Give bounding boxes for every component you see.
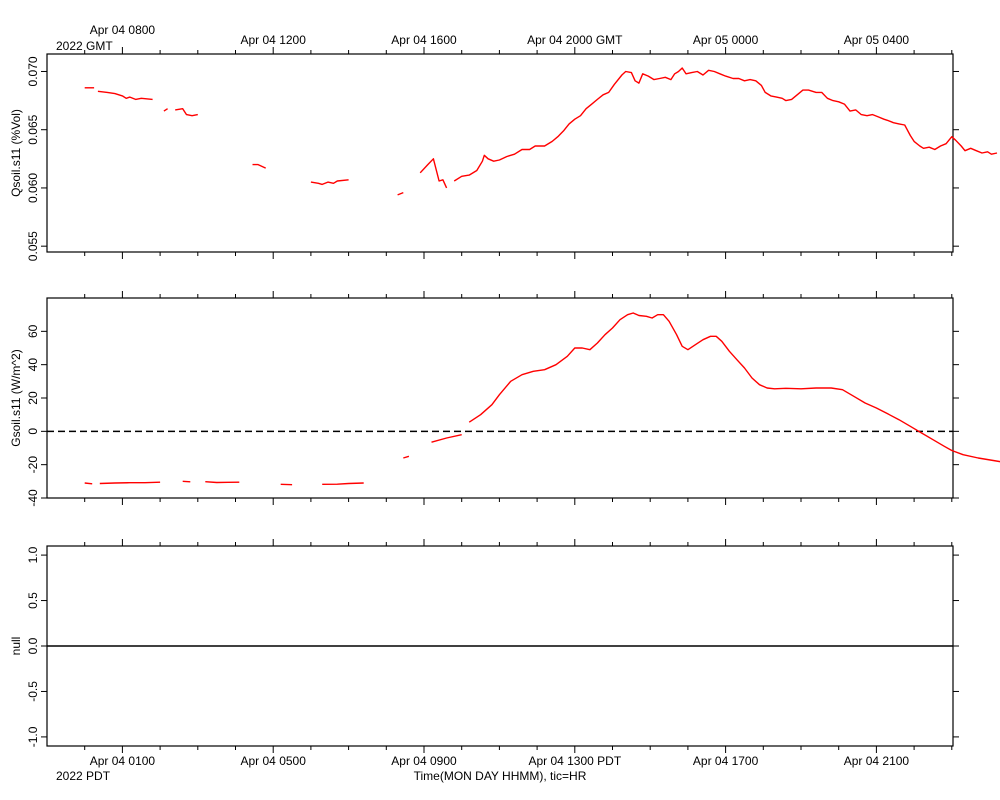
series-line-segment — [182, 480, 191, 483]
y-tick-label: 40 — [26, 358, 40, 372]
top-tick-label: Apr 04 1200 — [241, 33, 307, 47]
series-line-segment — [84, 482, 93, 485]
series-line-segment — [205, 481, 240, 484]
y-tick-label: 20 — [26, 391, 40, 405]
series-line-segment — [163, 108, 168, 112]
y-tick-label: -40 — [26, 489, 40, 507]
y-tick-label: 0.065 — [26, 114, 40, 144]
bottom-tick-label: Apr 04 2100 — [844, 754, 910, 768]
series-line-segment — [322, 482, 364, 485]
bottom-year-label: 2022 PDT — [56, 769, 111, 783]
series-line-segment — [175, 108, 198, 117]
y-tick-label: 1.0 — [26, 546, 40, 563]
series-line-segment — [97, 90, 153, 101]
y-tick-label: 60 — [26, 324, 40, 338]
y-tick-label: 0.5 — [26, 592, 40, 609]
panel-qsoil: 0.055 0.060 0.065 0.070 Qsoil.s11 (%Vol) — [9, 47, 998, 261]
plot-frame — [46, 53, 954, 253]
top-time-axis: Apr 04 0800 Apr 04 1200 Apr 04 1600 Apr 04 … — [56, 23, 909, 53]
y-axis-label: Gsoil.s11 (W/m^2) — [9, 349, 23, 446]
top-tick-label: Apr 05 0400 — [844, 33, 910, 47]
series-line-segment — [310, 179, 349, 186]
y-axis-label: null — [9, 637, 23, 656]
series-line-segment — [419, 158, 448, 189]
series-line-segment — [397, 191, 404, 196]
series-line-segment — [252, 163, 266, 169]
top-tick-label: Apr 04 1600 — [391, 33, 457, 47]
plot-frame — [46, 297, 954, 499]
series-line-segment — [431, 434, 462, 443]
y-tick-label: -1.0 — [26, 726, 40, 747]
bottom-tick-label: Apr 04 1300 PDT — [528, 754, 621, 768]
y-tick-label: 0.055 — [26, 231, 40, 261]
series-line-segment — [468, 312, 1000, 463]
series-line-segment — [99, 481, 161, 485]
bottom-tick-label: Apr 04 0100 — [90, 754, 156, 768]
series-line-segment — [403, 455, 410, 459]
y-axis-label: Qsoil.s11 (%Vol) — [9, 109, 23, 197]
top-tick-label: Apr 04 2000 GMT — [527, 33, 623, 47]
series-line-segment — [453, 67, 998, 182]
x-axis-label: Time(MON DAY HHMM), tic=HR — [414, 769, 587, 783]
top-tick-label: Apr 04 0800 — [90, 23, 156, 37]
y-tick-label: 0.0 — [26, 637, 40, 654]
top-year-label: 2022 GMT — [56, 39, 113, 53]
y-tick-label: -0.5 — [26, 681, 40, 702]
bottom-tick-label: Apr 04 0500 — [241, 754, 307, 768]
y-tick-label: 0.060 — [26, 173, 40, 203]
bottom-time-axis: Apr 04 0100 Apr 04 0500 Apr 04 0900 Apr 04 … — [56, 754, 909, 783]
y-tick-label: 0.070 — [26, 56, 40, 86]
y-tick-label: -20 — [26, 456, 40, 474]
bottom-tick-label: Apr 04 0900 — [391, 754, 457, 768]
bottom-tick-label: Apr 04 1700 — [693, 754, 759, 768]
panel-null: -1.0 -0.5 0.0 0.5 1.0 null — [9, 539, 959, 753]
top-tick-label: Apr 05 0000 — [693, 33, 759, 47]
y-tick-label: 0 — [26, 428, 40, 435]
